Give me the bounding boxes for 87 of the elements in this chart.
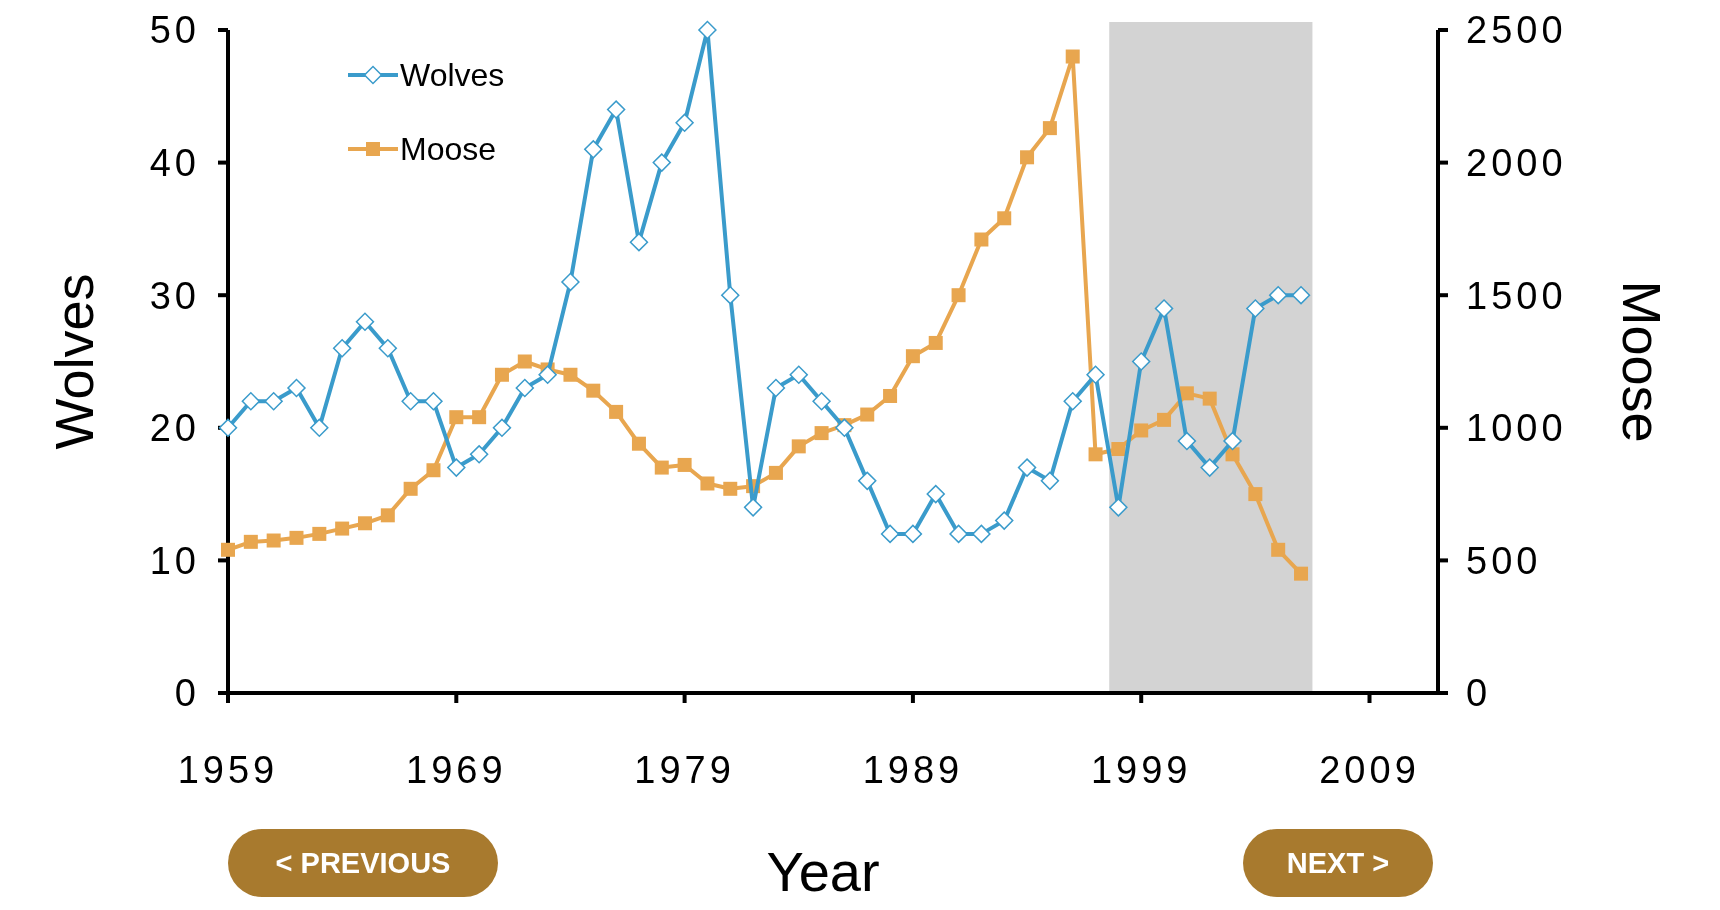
point (586, 383, 601, 398)
x-tick-label: 1979 (634, 749, 735, 791)
point (469, 445, 489, 464)
x-tick-label: 1989 (862, 749, 964, 791)
y-tick-label: 10 (149, 539, 200, 582)
point (563, 367, 578, 382)
point (860, 407, 875, 422)
point (858, 471, 877, 491)
point (789, 365, 808, 384)
point (768, 465, 783, 480)
point (974, 232, 989, 247)
point (1063, 392, 1082, 411)
point (700, 476, 715, 491)
point (654, 460, 669, 475)
y2-tick-label: 500 (1466, 539, 1542, 582)
point (812, 392, 831, 411)
point (492, 418, 512, 438)
y-tick-label: 40 (149, 141, 200, 184)
point (1020, 150, 1035, 165)
text: < PREVIOUS (275, 847, 451, 880)
point (814, 426, 829, 441)
y-tick-label: 50 (149, 9, 200, 52)
point (791, 439, 806, 454)
point (355, 312, 375, 331)
point (378, 339, 398, 358)
x-tick-label: 1959 (177, 749, 279, 791)
point (380, 508, 395, 523)
point (994, 511, 1014, 530)
point (905, 349, 920, 364)
point (1200, 458, 1219, 477)
y2-tick-label: 1500 (1466, 274, 1567, 317)
point (1179, 386, 1194, 401)
y-tick-label: 20 (149, 407, 200, 450)
legend-label: Moose (400, 131, 497, 168)
point (928, 335, 943, 350)
point (951, 288, 966, 303)
point (403, 481, 418, 496)
point (266, 533, 281, 548)
point (243, 534, 258, 549)
y-axis-title: Wolves (44, 273, 104, 450)
point (472, 410, 487, 425)
point (447, 458, 466, 477)
y-tick-label: 0 (174, 672, 200, 715)
y2-axis-title: Moose (1612, 280, 1672, 443)
point (677, 457, 692, 472)
point (221, 542, 235, 557)
point (538, 365, 557, 384)
x-tick-label: 1969 (406, 749, 507, 791)
x-tick-label: 2009 (1319, 749, 1420, 791)
text: NEXT > (1286, 847, 1390, 880)
point (926, 484, 945, 504)
point (1271, 542, 1286, 557)
point (312, 526, 327, 541)
point (515, 378, 535, 398)
point (1111, 442, 1126, 457)
point (517, 354, 532, 369)
point (287, 378, 306, 398)
point (1086, 365, 1105, 384)
x-tick-label: 1999 (1090, 749, 1192, 791)
point (1223, 431, 1242, 451)
point (883, 388, 898, 403)
point (1157, 412, 1172, 427)
point (1088, 447, 1103, 462)
point (723, 481, 738, 496)
point (357, 516, 372, 531)
point (1248, 487, 1263, 502)
point (631, 436, 646, 451)
point (1134, 423, 1149, 438)
point (494, 367, 509, 382)
point (1294, 566, 1309, 581)
point (997, 211, 1012, 226)
y-tick-label: 30 (149, 274, 200, 317)
point (1202, 391, 1217, 406)
point (835, 418, 854, 438)
y2-tick-label: 0 (1466, 672, 1492, 715)
y2-tick-label: 2500 (1466, 9, 1567, 52)
point (335, 521, 350, 536)
point (609, 404, 624, 419)
point (289, 530, 304, 545)
point (1065, 49, 1080, 64)
point (449, 410, 464, 425)
point (426, 463, 441, 478)
y2-tick-label: 1000 (1466, 407, 1567, 450)
point (1042, 121, 1057, 136)
x-axis-title: Year (766, 840, 880, 903)
legend-label: Wolves (400, 57, 505, 94)
y2-tick-label: 2000 (1466, 141, 1567, 184)
